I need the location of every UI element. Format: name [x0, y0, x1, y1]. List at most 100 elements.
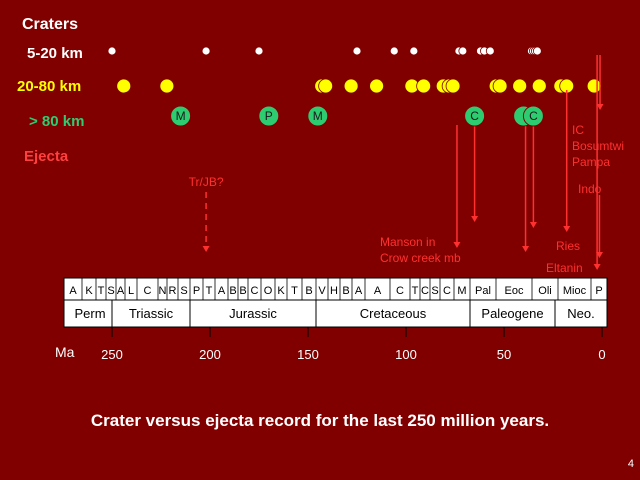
ejecta-label-line: Manson in: [380, 235, 435, 249]
small-crater-dot: [532, 46, 542, 56]
medium-crater-dot: [512, 78, 528, 94]
caption: Crater versus ejecta record for the last…: [91, 411, 549, 430]
stage-label: V: [318, 285, 326, 297]
medium-crater-dot: [586, 78, 602, 94]
large-crater-marker: [170, 105, 192, 127]
ejecta-arrowhead: [596, 104, 604, 110]
ejecta-label: IC Bosumtwi Pampa: [572, 123, 624, 169]
ejecta-label-line: Pampa: [572, 155, 610, 169]
stage-label: Pal: [475, 285, 491, 297]
stage-label: Eoc: [505, 285, 524, 297]
ejecta-arrowhead: [563, 226, 571, 232]
small-crater-dot: [201, 46, 211, 56]
ejecta-label-line: Bosumtwi: [572, 139, 624, 153]
large-crater-label: P: [265, 109, 273, 123]
ejecta-label-line: Eltanin: [546, 261, 583, 275]
small-crater-dot: [107, 46, 117, 56]
large-crater-label: C: [470, 109, 479, 123]
stage-label: H: [330, 285, 338, 297]
row-label-large: > 80 km: [29, 113, 84, 130]
period-label: Jurassic: [229, 306, 277, 321]
timescale-table: A K T S A L C N R S P T A B B C O K T B V H B A A C T C S C M Pal Eoc Oli…: [63, 277, 608, 328]
stage-label: L: [128, 285, 134, 297]
period-label: Triassic: [129, 306, 174, 321]
ejecta-label-line: IC: [572, 123, 584, 137]
stage-label: A: [117, 285, 125, 297]
ejecta-label: Eltanin: [546, 261, 583, 275]
stage-label: C: [251, 285, 259, 297]
age-axis: Ma 250 200 150 100 50 0: [55, 327, 606, 362]
medium-crater-dot: [531, 78, 547, 94]
stage-label: R: [169, 285, 177, 297]
ejecta-arrowhead: [529, 222, 537, 228]
stage-label: S: [180, 285, 187, 297]
page-number: 4: [628, 458, 634, 470]
ejecta-markers: Tr/JB? Manson in Crow creek mb Ries Eltanin I…: [189, 55, 624, 275]
stage-label: T: [98, 285, 105, 297]
ejecta-arrowhead: [595, 252, 603, 258]
axis-tick-label: 100: [395, 347, 417, 362]
small-crater-dot: [485, 46, 495, 56]
medium-crater-dot: [343, 78, 359, 94]
large-crater-marker: [307, 105, 329, 127]
medium-crater-dot: [369, 78, 385, 94]
small-crater-dot: [409, 46, 419, 56]
stage-label: A: [374, 285, 382, 297]
stage-label: M: [457, 285, 466, 297]
period-label: Paleogene: [481, 306, 543, 321]
stage-label: C: [443, 285, 451, 297]
medium-crater-markers: [116, 78, 602, 94]
medium-crater-dot: [416, 78, 432, 94]
stage-label: S: [431, 285, 438, 297]
ejecta-label-line: Ries: [556, 239, 580, 253]
ejecta-label-line: Crow creek mb: [380, 251, 461, 265]
ejecta-label: Indo: [578, 182, 602, 196]
small-crater-dot: [458, 46, 468, 56]
ejecta-arrowhead: [593, 264, 601, 270]
axis-tick-label: 50: [497, 347, 511, 362]
title: Craters: [22, 16, 78, 33]
medium-crater-dot: [116, 78, 132, 94]
ejecta-label-line: Tr/JB?: [189, 175, 224, 189]
medium-crater-dot: [492, 78, 508, 94]
ejecta-arrowhead: [453, 242, 461, 248]
axis-unit: Ma: [55, 344, 75, 360]
stage-label: K: [277, 285, 285, 297]
row-label-small: 5-20 km: [27, 45, 83, 62]
stage-label: B: [342, 285, 349, 297]
ejecta-label-line: Indo: [578, 182, 602, 196]
stage-label: A: [218, 285, 226, 297]
stage-label: T: [412, 285, 419, 297]
axis-tick-label: 250: [101, 347, 123, 362]
stage-label: A: [355, 285, 363, 297]
ejecta-arrowhead: [202, 246, 210, 252]
stage-label: B: [305, 285, 312, 297]
ejecta-arrowhead: [471, 216, 479, 222]
stage-label: S: [107, 285, 114, 297]
stage-label: O: [264, 285, 273, 297]
large-crater-label: C: [529, 109, 538, 123]
medium-crater-dot: [318, 78, 334, 94]
timescale-box: [63, 277, 608, 328]
stage-label: P: [595, 285, 602, 297]
large-crater-marker: [258, 105, 280, 127]
stage-label: C: [421, 285, 429, 297]
ejecta-label: Tr/JB?: [189, 175, 224, 189]
small-crater-markers: [107, 46, 542, 56]
stage-label: C: [144, 285, 152, 297]
stage-label: C: [396, 285, 404, 297]
large-crater-marker: [464, 105, 486, 127]
stage-label: T: [206, 285, 213, 297]
ejecta-label: Ries: [556, 239, 580, 253]
axis-tick-label: 200: [199, 347, 221, 362]
small-crater-dot: [389, 46, 399, 56]
period-label: Neo.: [567, 306, 594, 321]
axis-tick-label: 150: [297, 347, 319, 362]
stage-label: T: [291, 285, 298, 297]
axis-tick-label: 0: [598, 347, 605, 362]
row-label-medium: 20-80 km: [17, 78, 81, 95]
large-crater-marker: [522, 105, 544, 127]
period-label: Cretaceous: [360, 306, 427, 321]
